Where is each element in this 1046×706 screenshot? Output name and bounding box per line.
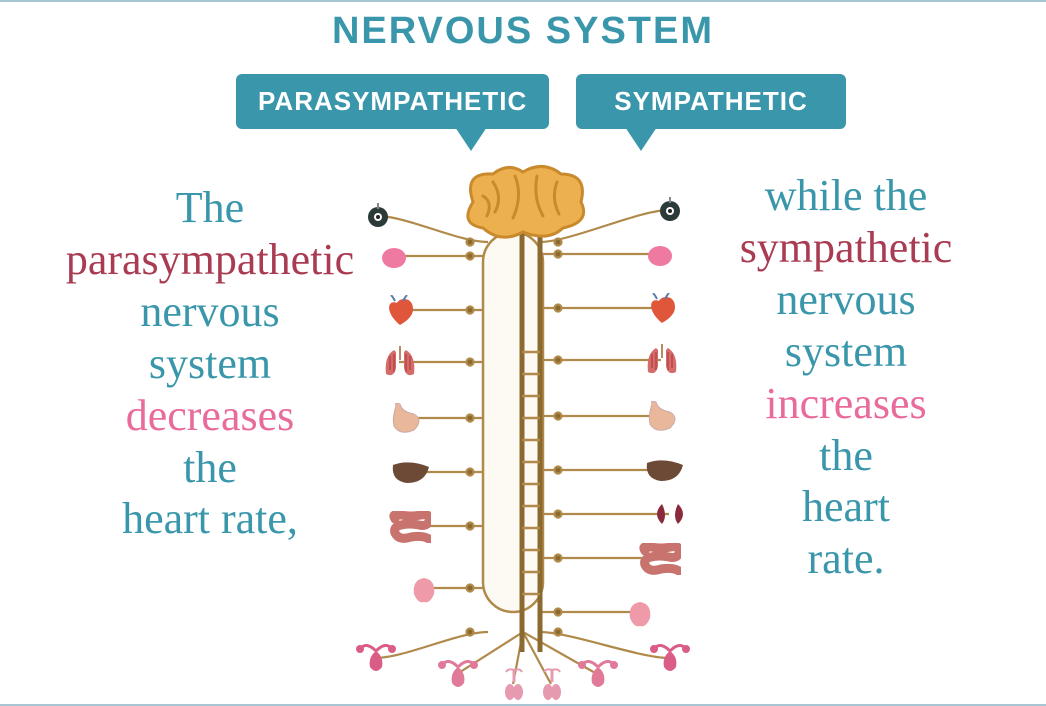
lungs-icon bbox=[379, 344, 421, 382]
eye-icon bbox=[649, 192, 691, 230]
sympathetic-bubble: SYMPATHETIC bbox=[576, 74, 846, 129]
gonad-icon bbox=[531, 666, 573, 704]
lungs-icon bbox=[641, 342, 683, 380]
line: The bbox=[50, 182, 370, 234]
reproductive-icon bbox=[649, 640, 691, 678]
line: heart rate, bbox=[50, 493, 370, 545]
salivary-icon bbox=[373, 238, 415, 276]
bladder-icon bbox=[403, 570, 445, 608]
reproductive-icon bbox=[355, 640, 397, 678]
eye-icon bbox=[357, 198, 399, 236]
salivary-icon bbox=[639, 236, 681, 274]
line: nervous bbox=[50, 286, 370, 338]
brain-icon bbox=[453, 162, 593, 242]
spine-icon bbox=[478, 232, 568, 662]
intestine-icon bbox=[639, 540, 681, 578]
bladder-icon bbox=[619, 594, 661, 632]
line: decreases bbox=[50, 390, 370, 442]
right-text-column: while the sympathetic nervous system inc… bbox=[686, 170, 1006, 585]
intestine-icon bbox=[389, 508, 431, 546]
line: sympathetic bbox=[686, 222, 1006, 274]
liver-icon bbox=[389, 454, 431, 492]
spinal-cord bbox=[478, 232, 568, 662]
gonad-icon bbox=[493, 666, 535, 704]
heart-icon bbox=[379, 292, 421, 330]
line: the bbox=[686, 430, 1006, 482]
liver-icon bbox=[643, 452, 685, 490]
line: the bbox=[50, 442, 370, 494]
line: while the bbox=[686, 170, 1006, 222]
nervous-system-diagram bbox=[343, 162, 703, 702]
line: system bbox=[50, 338, 370, 390]
left-text-column: The parasympathetic nervous system decre… bbox=[50, 182, 370, 545]
parasympathetic-bubble: PARASYMPATHETIC bbox=[236, 74, 549, 129]
reproductive-icon bbox=[577, 656, 619, 694]
heart-icon bbox=[641, 290, 683, 328]
stomach-icon bbox=[639, 398, 681, 436]
line: rate. bbox=[686, 533, 1006, 585]
page-title: NERVOUS SYSTEM bbox=[332, 10, 714, 53]
kidneys-icon bbox=[649, 496, 691, 534]
line: nervous bbox=[686, 274, 1006, 326]
line: increases bbox=[686, 378, 1006, 430]
line: system bbox=[686, 326, 1006, 378]
line: parasympathetic bbox=[50, 234, 370, 286]
stomach-icon bbox=[383, 400, 425, 438]
line: heart bbox=[686, 481, 1006, 533]
reproductive-icon bbox=[437, 656, 479, 694]
